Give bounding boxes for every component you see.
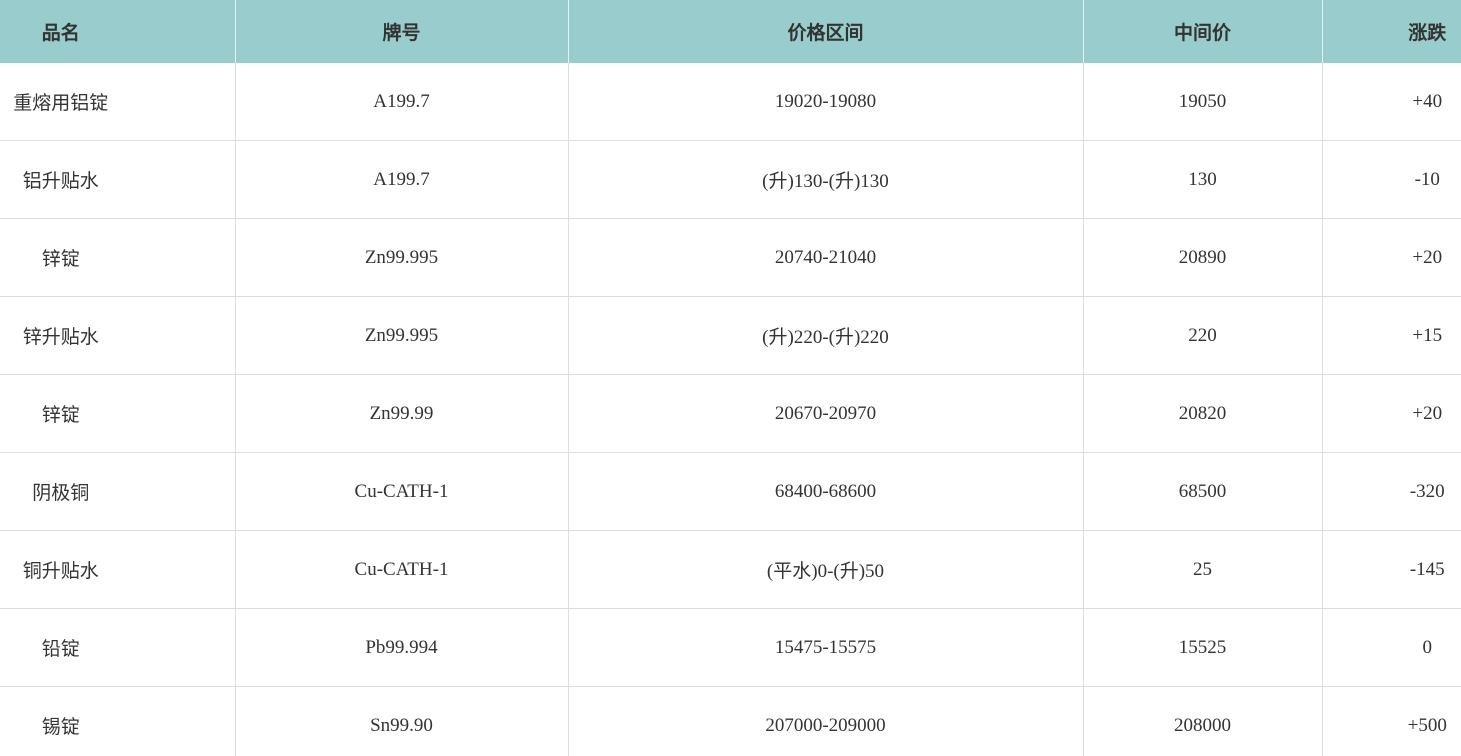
table-cell: 锌锭 — [0, 374, 235, 453]
table-cell: 19020-19080 — [567, 63, 1083, 141]
column-header: 价格区间 — [567, 0, 1083, 63]
table-cell: -145 — [1321, 530, 1461, 609]
table-cell: 68500 — [1082, 452, 1322, 531]
table-row: 锌升贴水 Zn99.995 (升)220-(升)220 220 +15 — [0, 296, 1461, 375]
table-cell: 锌升贴水 — [0, 296, 235, 375]
table-row: 铜升贴水 Cu-CATH-1 (平水)0-(升)50 25 -145 — [0, 530, 1461, 609]
table-row: 铅锭 Pb99.994 15475-15575 15525 0 — [0, 608, 1461, 687]
table-row: 锌锭 Zn99.995 20740-21040 20890 +20 — [0, 218, 1461, 297]
table-cell: 130 — [1082, 140, 1322, 219]
table-cell: 207000-209000 — [567, 686, 1083, 756]
table-cell: 15475-15575 — [567, 608, 1083, 687]
table-cell: 阴极铜 — [0, 452, 235, 531]
table-cell: 208000 — [1082, 686, 1322, 756]
table-cell: 铜升贴水 — [0, 530, 235, 609]
column-header: 中间价 — [1082, 0, 1322, 63]
table-cell: Zn99.995 — [234, 218, 568, 297]
table-cell: 15525 — [1082, 608, 1322, 687]
table-cell: 25 — [1082, 530, 1322, 609]
table-row: 重熔用铝锭 A199.7 19020-19080 19050 +40 — [0, 63, 1461, 141]
table-row: 铝升贴水 A199.7 (升)130-(升)130 130 -10 — [0, 140, 1461, 219]
table-cell: Cu-CATH-1 — [234, 452, 568, 531]
table-cell: (升)220-(升)220 — [567, 296, 1083, 375]
table-header: 品名 牌号 价格区间 中间价 涨跌 — [0, 0, 1461, 63]
table-cell: 20670-20970 — [567, 374, 1083, 453]
table-cell: +20 — [1321, 374, 1461, 453]
column-header: 牌号 — [234, 0, 568, 63]
table-cell: Cu-CATH-1 — [234, 530, 568, 609]
table-cell: A199.7 — [234, 63, 568, 141]
table-cell: 220 — [1082, 296, 1322, 375]
column-header: 涨跌 — [1321, 0, 1461, 63]
table-cell: (平水)0-(升)50 — [567, 530, 1083, 609]
table-cell: Zn99.995 — [234, 296, 568, 375]
table-cell: Sn99.90 — [234, 686, 568, 756]
table-cell: A199.7 — [234, 140, 568, 219]
table-cell: 19050 — [1082, 63, 1322, 141]
table-cell: 锡锭 — [0, 686, 235, 756]
table-cell: -10 — [1321, 140, 1461, 219]
table-cell: 锌锭 — [0, 218, 235, 297]
table-row: 锡锭 Sn99.90 207000-209000 208000 +500 — [0, 686, 1461, 756]
table-cell: 铝升贴水 — [0, 140, 235, 219]
table-cell: 铅锭 — [0, 608, 235, 687]
table-cell: 0 — [1321, 608, 1461, 687]
table-cell: +15 — [1321, 296, 1461, 375]
table-cell: Zn99.99 — [234, 374, 568, 453]
table-cell: +500 — [1321, 686, 1461, 756]
table-cell: +40 — [1321, 63, 1461, 141]
header-row: 品名 牌号 价格区间 中间价 涨跌 — [0, 0, 1461, 63]
column-header: 品名 — [0, 0, 235, 63]
table-cell: -320 — [1321, 452, 1461, 531]
table-body: 重熔用铝锭 A199.7 19020-19080 19050 +40 铝升贴水 A199.7… — [0, 63, 1461, 756]
table-row: 阴极铜 Cu-CATH-1 68400-68600 68500 -320 — [0, 452, 1461, 531]
table-cell: (升)130-(升)130 — [567, 140, 1083, 219]
table-cell: 20740-21040 — [567, 218, 1083, 297]
table-cell: Pb99.994 — [234, 608, 568, 687]
table-cell: +20 — [1321, 218, 1461, 297]
table-cell: 68400-68600 — [567, 452, 1083, 531]
table-row: 锌锭 Zn99.99 20670-20970 20820 +20 — [0, 374, 1461, 453]
table-cell: 重熔用铝锭 — [0, 63, 235, 141]
table-cell: 20890 — [1082, 218, 1322, 297]
table-cell: 20820 — [1082, 374, 1322, 453]
